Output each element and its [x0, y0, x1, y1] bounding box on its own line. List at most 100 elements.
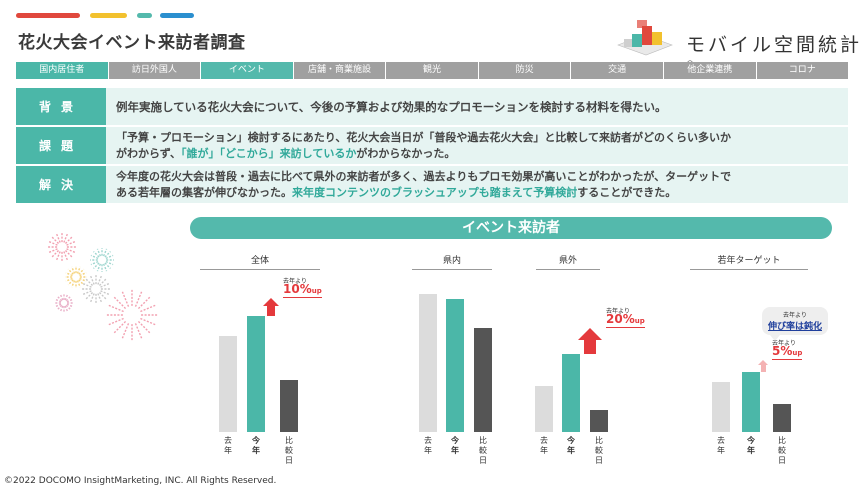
- firework-spark: [65, 272, 73, 277]
- up-arrow-icon: [263, 298, 279, 306]
- firework-spark: [57, 296, 63, 302]
- cube-logo-icon: [617, 20, 673, 56]
- tab-residents[interactable]: 国内居住者: [16, 62, 108, 79]
- x-label-compare: 比較日: [479, 436, 487, 465]
- firework-spark: [89, 293, 95, 303]
- bar-this: [446, 299, 464, 432]
- firework-spark: [63, 251, 69, 261]
- firework-spark: [79, 272, 87, 277]
- firework-spark: [134, 323, 143, 340]
- tab-inbound[interactable]: 訪日外国人: [108, 62, 201, 79]
- firework-spark: [102, 263, 108, 272]
- firework-spark: [104, 262, 111, 269]
- issue-text: 「予算・プロモーション」検討するにあたり、花火大会当日が「普段や過去花火大会」と…: [106, 127, 848, 164]
- growth-value: 20%up: [606, 313, 645, 328]
- up-arrow-stem: [584, 340, 596, 354]
- chart-title-underline: [412, 269, 492, 270]
- growth-note-label: 去年より: [283, 278, 307, 285]
- firework-spark: [96, 248, 102, 257]
- tab-tourism[interactable]: 観光: [386, 62, 478, 79]
- growth-unit: up: [792, 349, 803, 357]
- firework-spark: [65, 277, 73, 282]
- firework-spark: [121, 323, 130, 340]
- firework-spark: [121, 290, 130, 307]
- fireworks-illustration: [48, 233, 158, 341]
- firework-spark: [100, 282, 110, 288]
- tab-disaster[interactable]: 防災: [478, 62, 571, 79]
- solution-text: 今年度の花火大会は普段・過去に比べて県外の来訪者が多く、過去よりもプロモ効果が高…: [106, 166, 848, 203]
- firework-spark: [93, 251, 100, 258]
- callout-text: 伸び率は鈍化: [767, 322, 822, 332]
- bar-last: [419, 294, 437, 432]
- section-title: イベント来訪者: [190, 217, 832, 239]
- tab-traffic[interactable]: 交通: [571, 62, 663, 79]
- tab-stores[interactable]: 店舗・商業施設: [293, 62, 386, 79]
- tab-partners[interactable]: 他企業連携: [663, 62, 756, 79]
- firework-spark: [93, 262, 100, 269]
- bar-last: [219, 336, 237, 432]
- x-label-this: 今年: [451, 436, 459, 455]
- firework-spark: [55, 303, 62, 308]
- x-label-last: 去年: [224, 436, 232, 455]
- firework-spark: [48, 240, 58, 246]
- chart-title: 全体: [250, 256, 269, 266]
- growth-percent: 20%: [606, 312, 635, 326]
- firework-spark: [104, 251, 111, 258]
- x-label-last: 去年: [717, 436, 725, 455]
- growth-note-label: 去年より: [606, 308, 630, 315]
- page-title: 花火大会イベント来訪者調査: [18, 33, 246, 53]
- firework-spark: [55, 298, 62, 303]
- growth-unit: up: [311, 287, 322, 295]
- firework-spark: [98, 291, 107, 300]
- x-label-compare: 比較日: [285, 436, 293, 465]
- firework-spark: [51, 249, 60, 258]
- firework-spark: [90, 254, 99, 260]
- bar-compare: [474, 328, 492, 432]
- callout-tail: [770, 335, 780, 341]
- firework-spark: [140, 317, 157, 326]
- firework-spark: [113, 296, 127, 310]
- firework-spark: [71, 280, 76, 288]
- bar-this: [742, 372, 760, 432]
- x-label-last: 去年: [540, 436, 548, 455]
- slowdown-callout: 去年より 伸び率は鈍化: [762, 307, 828, 335]
- firework-spark: [67, 268, 74, 275]
- x-label-last: 去年: [424, 436, 432, 455]
- up-arrow-icon: [758, 360, 768, 365]
- firework-spark: [90, 260, 99, 266]
- tab-covid[interactable]: コロナ: [756, 62, 849, 79]
- chart-title-underline: [690, 269, 808, 270]
- firework-spark: [82, 290, 92, 296]
- firework-spark: [59, 294, 64, 301]
- firework-spark: [71, 266, 76, 274]
- growth-value: 5%up: [772, 345, 803, 360]
- firework-spark: [64, 249, 73, 258]
- firework-spark: [85, 278, 94, 287]
- firework-spark: [55, 233, 61, 243]
- copyright: ©2022 DOCOMO InsightMarketing, INC. All …: [4, 476, 277, 486]
- growth-note-label: 去年より: [772, 340, 796, 347]
- firework-spark: [76, 266, 81, 274]
- firework-spark: [67, 279, 74, 286]
- chart-title-underline: [536, 269, 600, 270]
- solution-row: 解決 今年度の花火大会は普段・過去に比べて県外の来訪者が多く、過去よりもプロモ効…: [16, 166, 848, 203]
- firework-spark: [66, 298, 73, 303]
- bar-compare: [590, 410, 608, 432]
- firework-spark: [96, 263, 102, 272]
- firework-spark: [89, 275, 95, 285]
- firework-spark: [64, 294, 69, 301]
- firework-spark: [100, 290, 110, 296]
- up-arrow-stem: [760, 365, 766, 372]
- bar-this: [562, 354, 580, 432]
- firework-spark: [85, 291, 94, 300]
- firework-spark: [55, 251, 61, 261]
- firework-spark: [79, 277, 87, 282]
- firework-spark: [78, 268, 85, 275]
- category-tabs: 国内居住者 訪日外国人 イベント 店舗・商業施設 観光 防災 交通 他企業連携 …: [16, 62, 849, 79]
- firework-spark: [66, 303, 73, 308]
- firework-spark: [51, 236, 60, 245]
- firework-spark: [107, 304, 124, 313]
- tab-event[interactable]: イベント: [201, 62, 293, 79]
- background-text: 例年実施している花火大会について、今後の予算および効果的なプロモーションを検討す…: [106, 88, 848, 125]
- firework-spark: [107, 317, 124, 326]
